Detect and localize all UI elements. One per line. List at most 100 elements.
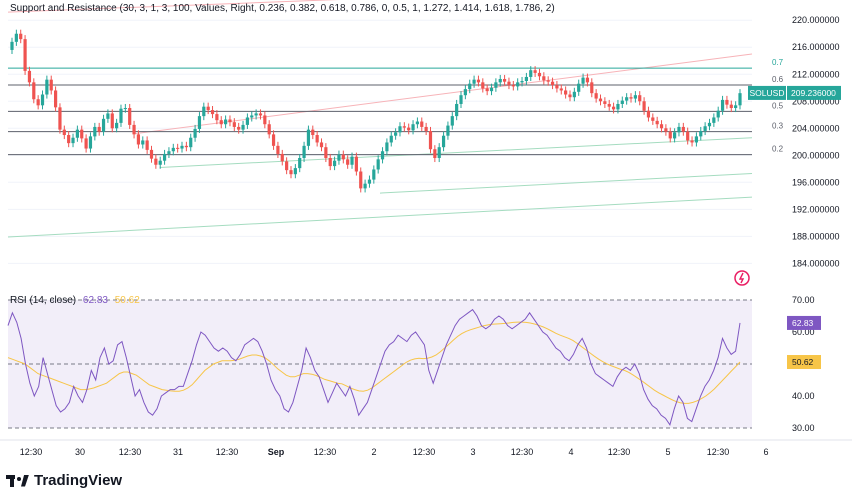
candle[interactable] [607, 99, 611, 111]
candle[interactable] [446, 121, 450, 140]
candle[interactable] [441, 131, 446, 152]
candle[interactable] [681, 122, 685, 136]
candle[interactable] [385, 138, 389, 156]
candle[interactable] [664, 124, 668, 136]
candle[interactable] [720, 95, 725, 115]
candle[interactable] [690, 136, 694, 147]
candle[interactable] [180, 141, 184, 153]
candle[interactable] [84, 134, 88, 153]
candle[interactable] [546, 76, 550, 86]
candle[interactable] [115, 118, 119, 133]
candle[interactable] [53, 86, 58, 112]
candle[interactable] [14, 29, 18, 46]
candle[interactable] [202, 102, 206, 121]
candle[interactable] [341, 150, 345, 164]
candle[interactable] [659, 120, 664, 133]
candle[interactable] [206, 102, 210, 115]
candles[interactable] [10, 29, 742, 193]
candle[interactable] [376, 155, 380, 174]
candle[interactable] [533, 66, 537, 77]
candle[interactable] [633, 91, 637, 103]
time-axis[interactable]: 12:30 30 12:30 31 12:30 Sep 12:30 2 12:30 3 12:30 4… [0, 439, 852, 457]
candle[interactable] [494, 78, 498, 92]
candle[interactable] [716, 106, 720, 122]
candle[interactable] [293, 164, 297, 179]
candle[interactable] [136, 130, 141, 149]
candle[interactable] [394, 128, 398, 140]
candle[interactable] [110, 109, 114, 133]
candle[interactable] [642, 97, 646, 115]
candle[interactable] [132, 120, 136, 139]
candle[interactable] [45, 75, 49, 99]
candle[interactable] [725, 95, 729, 109]
candle[interactable] [271, 130, 276, 150]
candle[interactable] [686, 127, 690, 145]
candle[interactable] [520, 76, 524, 87]
candle[interactable] [367, 175, 372, 188]
candle[interactable] [537, 68, 542, 81]
candle[interactable] [380, 147, 385, 164]
candle[interactable] [481, 78, 485, 93]
candle[interactable] [315, 130, 319, 147]
candle[interactable] [167, 147, 171, 158]
candle[interactable] [389, 131, 393, 147]
candle[interactable] [184, 141, 188, 152]
candle[interactable] [646, 106, 651, 122]
candle[interactable] [224, 115, 228, 129]
candle[interactable] [210, 105, 215, 119]
candle[interactable] [398, 122, 402, 137]
candle[interactable] [734, 101, 738, 113]
candle[interactable] [97, 122, 101, 136]
candle[interactable] [40, 90, 45, 110]
candle[interactable] [141, 136, 145, 149]
candle[interactable] [128, 103, 132, 129]
candle[interactable] [594, 89, 598, 103]
candle[interactable] [346, 155, 350, 169]
candle[interactable] [19, 29, 23, 44]
candle[interactable] [32, 78, 36, 104]
candle[interactable] [703, 122, 707, 136]
candle[interactable] [93, 122, 97, 141]
candle[interactable] [568, 90, 572, 102]
candle[interactable] [75, 125, 79, 142]
candle[interactable] [524, 72, 528, 86]
candle[interactable] [359, 167, 363, 193]
candle[interactable] [433, 145, 437, 163]
candle[interactable] [241, 120, 245, 134]
candle[interactable] [668, 127, 672, 143]
candle[interactable] [245, 113, 250, 129]
candle[interactable] [420, 117, 424, 131]
candle[interactable] [611, 102, 616, 114]
candle[interactable] [298, 153, 302, 173]
candle[interactable] [450, 112, 454, 130]
candle[interactable] [23, 35, 27, 75]
candle[interactable] [407, 123, 411, 135]
candle[interactable] [123, 103, 127, 113]
candle[interactable] [502, 74, 507, 86]
candle[interactable] [145, 136, 149, 154]
candle[interactable] [280, 149, 284, 166]
candle[interactable] [699, 126, 703, 141]
candle[interactable] [585, 73, 590, 87]
candle[interactable] [455, 99, 459, 121]
indicator-title[interactable]: Support and Resistance (30, 3, 1, 3, 100… [10, 3, 555, 14]
candle[interactable] [655, 116, 659, 129]
candle[interactable] [511, 81, 515, 91]
candle[interactable] [306, 125, 311, 150]
candle[interactable] [459, 91, 463, 109]
candle[interactable] [232, 118, 236, 131]
candle[interactable] [332, 156, 337, 171]
candle[interactable] [472, 75, 476, 88]
candle[interactable] [319, 138, 324, 152]
candle[interactable] [88, 132, 93, 153]
refresh-icon[interactable] [733, 269, 751, 287]
candle[interactable] [36, 95, 40, 110]
candle[interactable] [712, 113, 716, 127]
candle[interactable] [62, 125, 66, 140]
candle[interactable] [324, 143, 328, 163]
candle[interactable] [328, 153, 332, 171]
candle[interactable] [302, 141, 306, 163]
candle[interactable] [620, 96, 624, 109]
candle[interactable] [354, 152, 358, 176]
candle[interactable] [542, 72, 546, 85]
